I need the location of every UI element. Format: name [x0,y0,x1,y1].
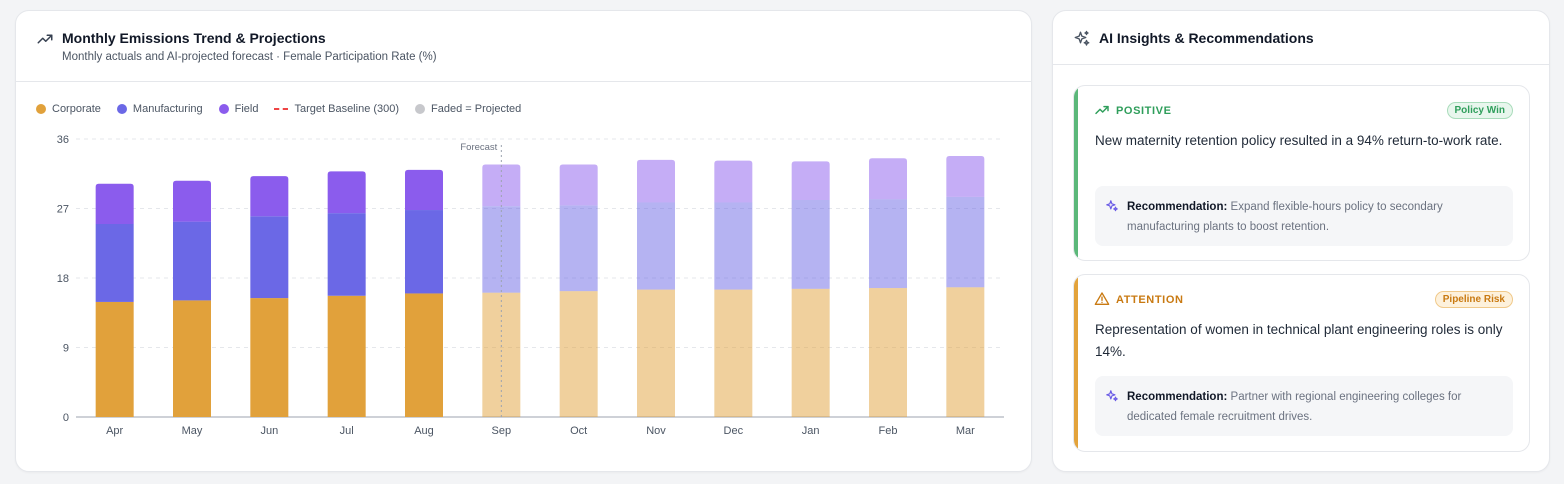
bar-segment-manufacturing [173,221,211,301]
x-tick-label: Oct [570,425,587,437]
bar-segment-manufacturing [95,223,134,302]
x-tick-label: May [182,425,203,437]
bar-segment-corporate [869,288,907,417]
insight-text: New maternity retention policy resulted … [1095,133,1503,148]
insight-card-attention[interactable]: ATTENTION Pipeline Risk Representation o… [1073,274,1530,452]
recommendation-text: Partner with regional engineering colleg… [1127,391,1462,423]
bar-segment-corporate [95,301,134,417]
legend-swatch-field [218,104,229,114]
bar-segment-corporate [559,291,598,417]
bar-segment-manufacturing [791,200,830,289]
x-tick-label: Sep [492,425,512,437]
bar-segment-field [714,160,753,203]
bar-segment-corporate [791,288,830,417]
recommendation-text: Expand flexible-hours policy to secondar… [1127,201,1443,233]
bar-segment-field [250,176,289,217]
chart-subtitle: Monthly actuals and AI-projected forecas… [62,51,437,63]
x-tick-label: Jan [802,425,820,437]
bar-segment-field [173,180,211,222]
bar-segment-manufacturing [637,202,675,290]
sparkles-icon [1074,30,1090,46]
bar-segment-corporate [714,289,753,417]
x-tick-label: Apr [106,425,123,437]
bar-segment-field [946,155,985,197]
bar-segment-manufacturing [482,206,521,293]
sparkles-icon [1106,390,1118,402]
x-tick-label: Jun [260,425,278,437]
insight-text: Representation of women in technical pla… [1095,322,1503,359]
insights-title: AI Insights & Recommendations [1099,30,1314,46]
legend-swatch-projected [415,104,426,114]
trend-up-icon [1095,105,1109,115]
emissions-chart-card: Monthly Emissions Trend & Projections Mo… [15,10,1032,472]
legend-label-target: Target Baseline (300) [294,103,400,115]
insights-card-header: AI Insights & Recommendations [1053,11,1549,65]
x-tick-label: Feb [879,425,898,437]
legend-label-projected: Faded = Projected [431,103,522,115]
forecast-label: Forecast [460,142,497,153]
x-tick-label: Nov [646,425,666,437]
insight-badge: Policy Win [1446,102,1513,119]
bar-segment-field [869,158,907,200]
warning-triangle-icon [1094,292,1110,305]
legend-item-manufacturing[interactable]: Manufacturing [116,103,203,115]
y-tick-label: 9 [63,343,69,355]
y-tick-label: 36 [57,134,69,146]
x-tick-label: Aug [414,425,434,437]
bar-segment-manufacturing [869,199,907,289]
legend-swatch-corporate [36,104,46,114]
insight-badge: Pipeline Risk [1434,291,1513,308]
bar-segment-field [637,159,675,203]
y-tick-label: 18 [57,273,69,285]
legend-swatch-manufacturing [116,104,127,114]
legend-swatch-target [274,108,289,110]
insight-card-positive[interactable]: POSITIVE Policy Win New maternity retent… [1073,85,1530,261]
bar-segment-corporate [250,298,289,417]
bar-segment-field [791,161,830,201]
bar-segment-manufacturing [559,205,598,292]
sparkles-icon [1106,200,1118,212]
legend-label-manufacturing: Manufacturing [132,103,203,115]
insights-card: AI Insights & Recommendations POSITIVE P… [1052,10,1550,472]
insight-stripe [1074,86,1078,260]
x-tick-label: Jul [340,425,354,437]
bar-segment-manufacturing [250,216,289,299]
bar-segment-manufacturing [405,210,443,294]
chart-title: Monthly Emissions Trend & Projections [62,30,326,46]
recommendation-box: Recommendation: Expand flexible-hours po… [1095,186,1513,246]
chart-legend: Corporate Manufacturing Field Target Bas… [36,103,537,115]
recommendation-label: Recommendation: [1127,391,1228,403]
bar-segment-field [327,171,366,214]
bar-segment-field [95,183,134,224]
legend-item-field[interactable]: Field [218,103,259,115]
bar-segment-corporate [946,287,985,417]
legend-label-corporate: Corporate [52,103,101,115]
recommendation-box: Recommendation: Partner with regional en… [1095,376,1513,436]
legend-item-target[interactable]: Target Baseline (300) [274,103,399,115]
bar-segment-corporate [405,293,443,417]
insight-stripe [1074,275,1078,451]
legend-item-projected: Faded = Projected [415,103,521,115]
legend-label-field: Field [234,103,259,115]
y-tick-label: 0 [63,412,69,424]
bar-segment-corporate [637,289,675,417]
bar-segment-manufacturing [327,213,366,296]
y-tick-label: 27 [57,204,69,216]
insight-kind-label: ATTENTION [1116,294,1184,306]
bar-segment-manufacturing [714,202,753,290]
x-tick-label: Mar [956,425,975,437]
bar-segment-field [559,164,598,206]
bar-segment-corporate [327,295,366,417]
bar-segment-manufacturing [946,196,985,288]
bar-segment-corporate [173,300,211,417]
x-tick-label: Dec [724,425,744,437]
chart-card-header: Monthly Emissions Trend & Projections Mo… [16,11,1031,82]
insight-kind-label: POSITIVE [1116,105,1172,117]
emissions-bar-chart: 0 9 18 27 36 Apr May Jun Jul Aug Sep Oct Nov Dec Jan Fe… [57,134,1004,437]
recommendation-label: Recommendation: [1127,201,1228,213]
bar-segment-field [405,169,443,211]
trend-up-icon [37,34,53,44]
legend-item-corporate[interactable]: Corporate [36,103,101,115]
